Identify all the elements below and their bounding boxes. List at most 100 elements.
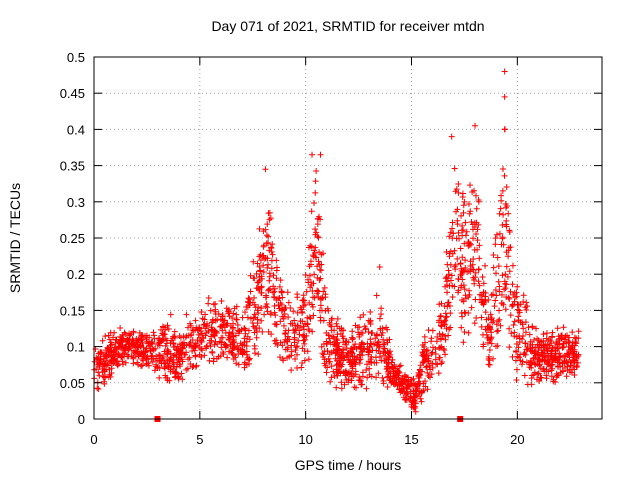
data-point (492, 287, 499, 294)
data-point (425, 372, 432, 379)
data-point (349, 335, 356, 342)
data-point (156, 365, 163, 372)
data-point (463, 228, 470, 235)
data-point (543, 330, 550, 337)
data-point (446, 233, 453, 240)
data-point (492, 241, 499, 248)
data-point (311, 199, 318, 206)
data-point (538, 349, 545, 356)
data-point (341, 354, 348, 361)
data-point (522, 319, 529, 326)
data-point (564, 363, 571, 370)
data-point (496, 230, 503, 237)
data-point (497, 322, 504, 329)
data-point (254, 260, 261, 267)
data-point (417, 362, 424, 369)
data-point (320, 250, 327, 257)
data-point (365, 349, 372, 356)
data-point (482, 262, 489, 269)
data-point (329, 333, 336, 340)
data-point (223, 342, 230, 349)
data-point (510, 322, 517, 329)
data-point (328, 316, 335, 323)
data-point (308, 243, 315, 250)
data-point (373, 374, 380, 381)
data-point (351, 384, 358, 391)
data-point (284, 333, 291, 340)
data-point (259, 328, 266, 335)
data-point (105, 332, 112, 339)
data-point (501, 286, 508, 293)
data-point (251, 301, 258, 308)
y-tick-label: 0.35 (60, 159, 85, 174)
data-point (512, 357, 519, 364)
data-point (466, 182, 473, 189)
data-point (245, 295, 252, 302)
data-point (224, 354, 231, 361)
data-point (221, 317, 228, 324)
data-point (465, 309, 472, 316)
data-point (417, 395, 424, 402)
data-point (309, 328, 316, 335)
data-point (477, 291, 484, 298)
data-point (97, 356, 104, 363)
data-point (340, 327, 347, 334)
x-tick-label: 10 (298, 432, 312, 447)
data-point (386, 366, 393, 373)
data-point (255, 278, 262, 285)
data-point (241, 309, 248, 316)
data-point (306, 272, 313, 279)
data-point (312, 189, 319, 196)
data-point (264, 264, 271, 271)
data-point (215, 311, 222, 318)
data-point (526, 331, 533, 338)
data-point (361, 323, 368, 330)
data-point (295, 337, 302, 344)
data-point (495, 327, 502, 334)
data-point (187, 332, 194, 339)
data-point (122, 359, 129, 366)
data-point (449, 282, 456, 289)
data-point (435, 370, 442, 377)
data-point (278, 288, 285, 295)
data-point (442, 351, 449, 358)
data-point (290, 308, 297, 315)
data-point (257, 267, 264, 274)
data-point (113, 358, 120, 365)
data-point (140, 349, 147, 356)
data-point (566, 354, 573, 361)
data-point (402, 396, 409, 403)
data-point (149, 352, 156, 359)
data-point (446, 326, 453, 333)
data-point (222, 329, 229, 336)
data-point (534, 350, 541, 357)
data-point (441, 347, 448, 354)
data-point (117, 333, 124, 340)
data-point (294, 365, 301, 372)
data-point (460, 209, 467, 216)
data-point (519, 336, 526, 343)
data-point (233, 360, 240, 367)
data-point (524, 345, 531, 352)
data-point (260, 269, 267, 276)
data-point (187, 361, 194, 368)
y-tick-label: 0.15 (60, 303, 85, 318)
data-point (566, 339, 573, 346)
data-point (352, 341, 359, 348)
data-point (500, 241, 507, 248)
data-point (506, 344, 513, 351)
data-point (304, 314, 311, 321)
data-point (471, 246, 478, 253)
data-point (244, 314, 251, 321)
data-point (167, 355, 174, 362)
data-point (429, 349, 436, 356)
data-point (294, 291, 301, 298)
data-point (519, 361, 526, 368)
data-point (301, 332, 308, 339)
data-point (161, 331, 168, 338)
data-point (496, 283, 503, 290)
data-point (150, 347, 157, 354)
data-point (545, 352, 552, 359)
data-point (210, 301, 217, 308)
data-point (269, 289, 276, 296)
